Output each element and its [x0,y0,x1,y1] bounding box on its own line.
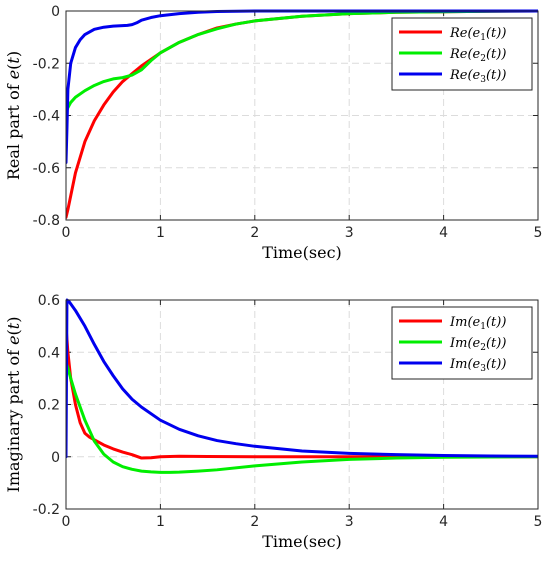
y-tick-label: 0.4 [38,345,60,361]
x-axis-label: Time(sec) [262,532,342,551]
series-line-1 [66,324,538,460]
y-tick-label: 0.6 [38,293,60,309]
legend-entry-3: Re(e3(t)) [449,68,506,85]
x-tick-label: 1 [156,225,165,241]
x-tick-label: 3 [345,225,354,241]
y-tick-label: -0.2 [33,502,60,518]
x-tick-label: 4 [439,225,448,241]
x-tick-label: 2 [250,225,259,241]
y-tick-label: 0 [51,4,60,20]
y-tick-label: -0.2 [33,56,60,72]
series-line-2 [66,9,538,115]
x-tick-label: 5 [534,514,543,530]
x-tick-label: 0 [62,225,71,241]
x-tick-label: 4 [439,514,448,530]
y-axis-label: Imaginary part of e(t) [4,317,23,493]
legend: Im(e1(t)) Im(e2(t)) Im(e3(t)) [391,306,533,380]
x-tick-label: 1 [156,514,165,530]
y-axis-label: Real part of e(t) [4,51,23,180]
axes-frame [65,10,539,221]
x-tick-label: 0 [62,514,71,530]
legend-entry-3: Im(e3(t)) [449,357,506,374]
legend: Re(e1(t)) Re(e2(t)) Re(e3(t)) [391,17,533,91]
legend-entry-2: Im(e2(t)) [449,336,506,353]
y-tick-label: 0 [51,450,60,466]
legend-entry-2: Re(e2(t)) [449,47,506,64]
legend-entry-1: Im(e1(t)) [449,315,506,332]
x-axis-label: Time(sec) [262,243,342,262]
y-tick-label: -0.4 [33,109,60,125]
x-tick-label: 5 [534,225,543,241]
legend-entry-1: Re(e1(t)) [449,26,506,43]
y-tick-label: -0.6 [33,161,60,177]
axes-frame [65,299,539,510]
series-line-2 [66,361,538,474]
y-tick-label: 0.2 [38,398,60,414]
series-line-3 [66,298,538,459]
x-tick-label: 2 [250,514,259,530]
real-part-chart: 0 1 2 3 4 5 -0.8 -0.6 -0.4 -0.2 0 Time(sec) Real par… [4,4,542,262]
y-tick-label: -0.8 [33,213,60,229]
x-tick-label: 3 [345,514,354,530]
